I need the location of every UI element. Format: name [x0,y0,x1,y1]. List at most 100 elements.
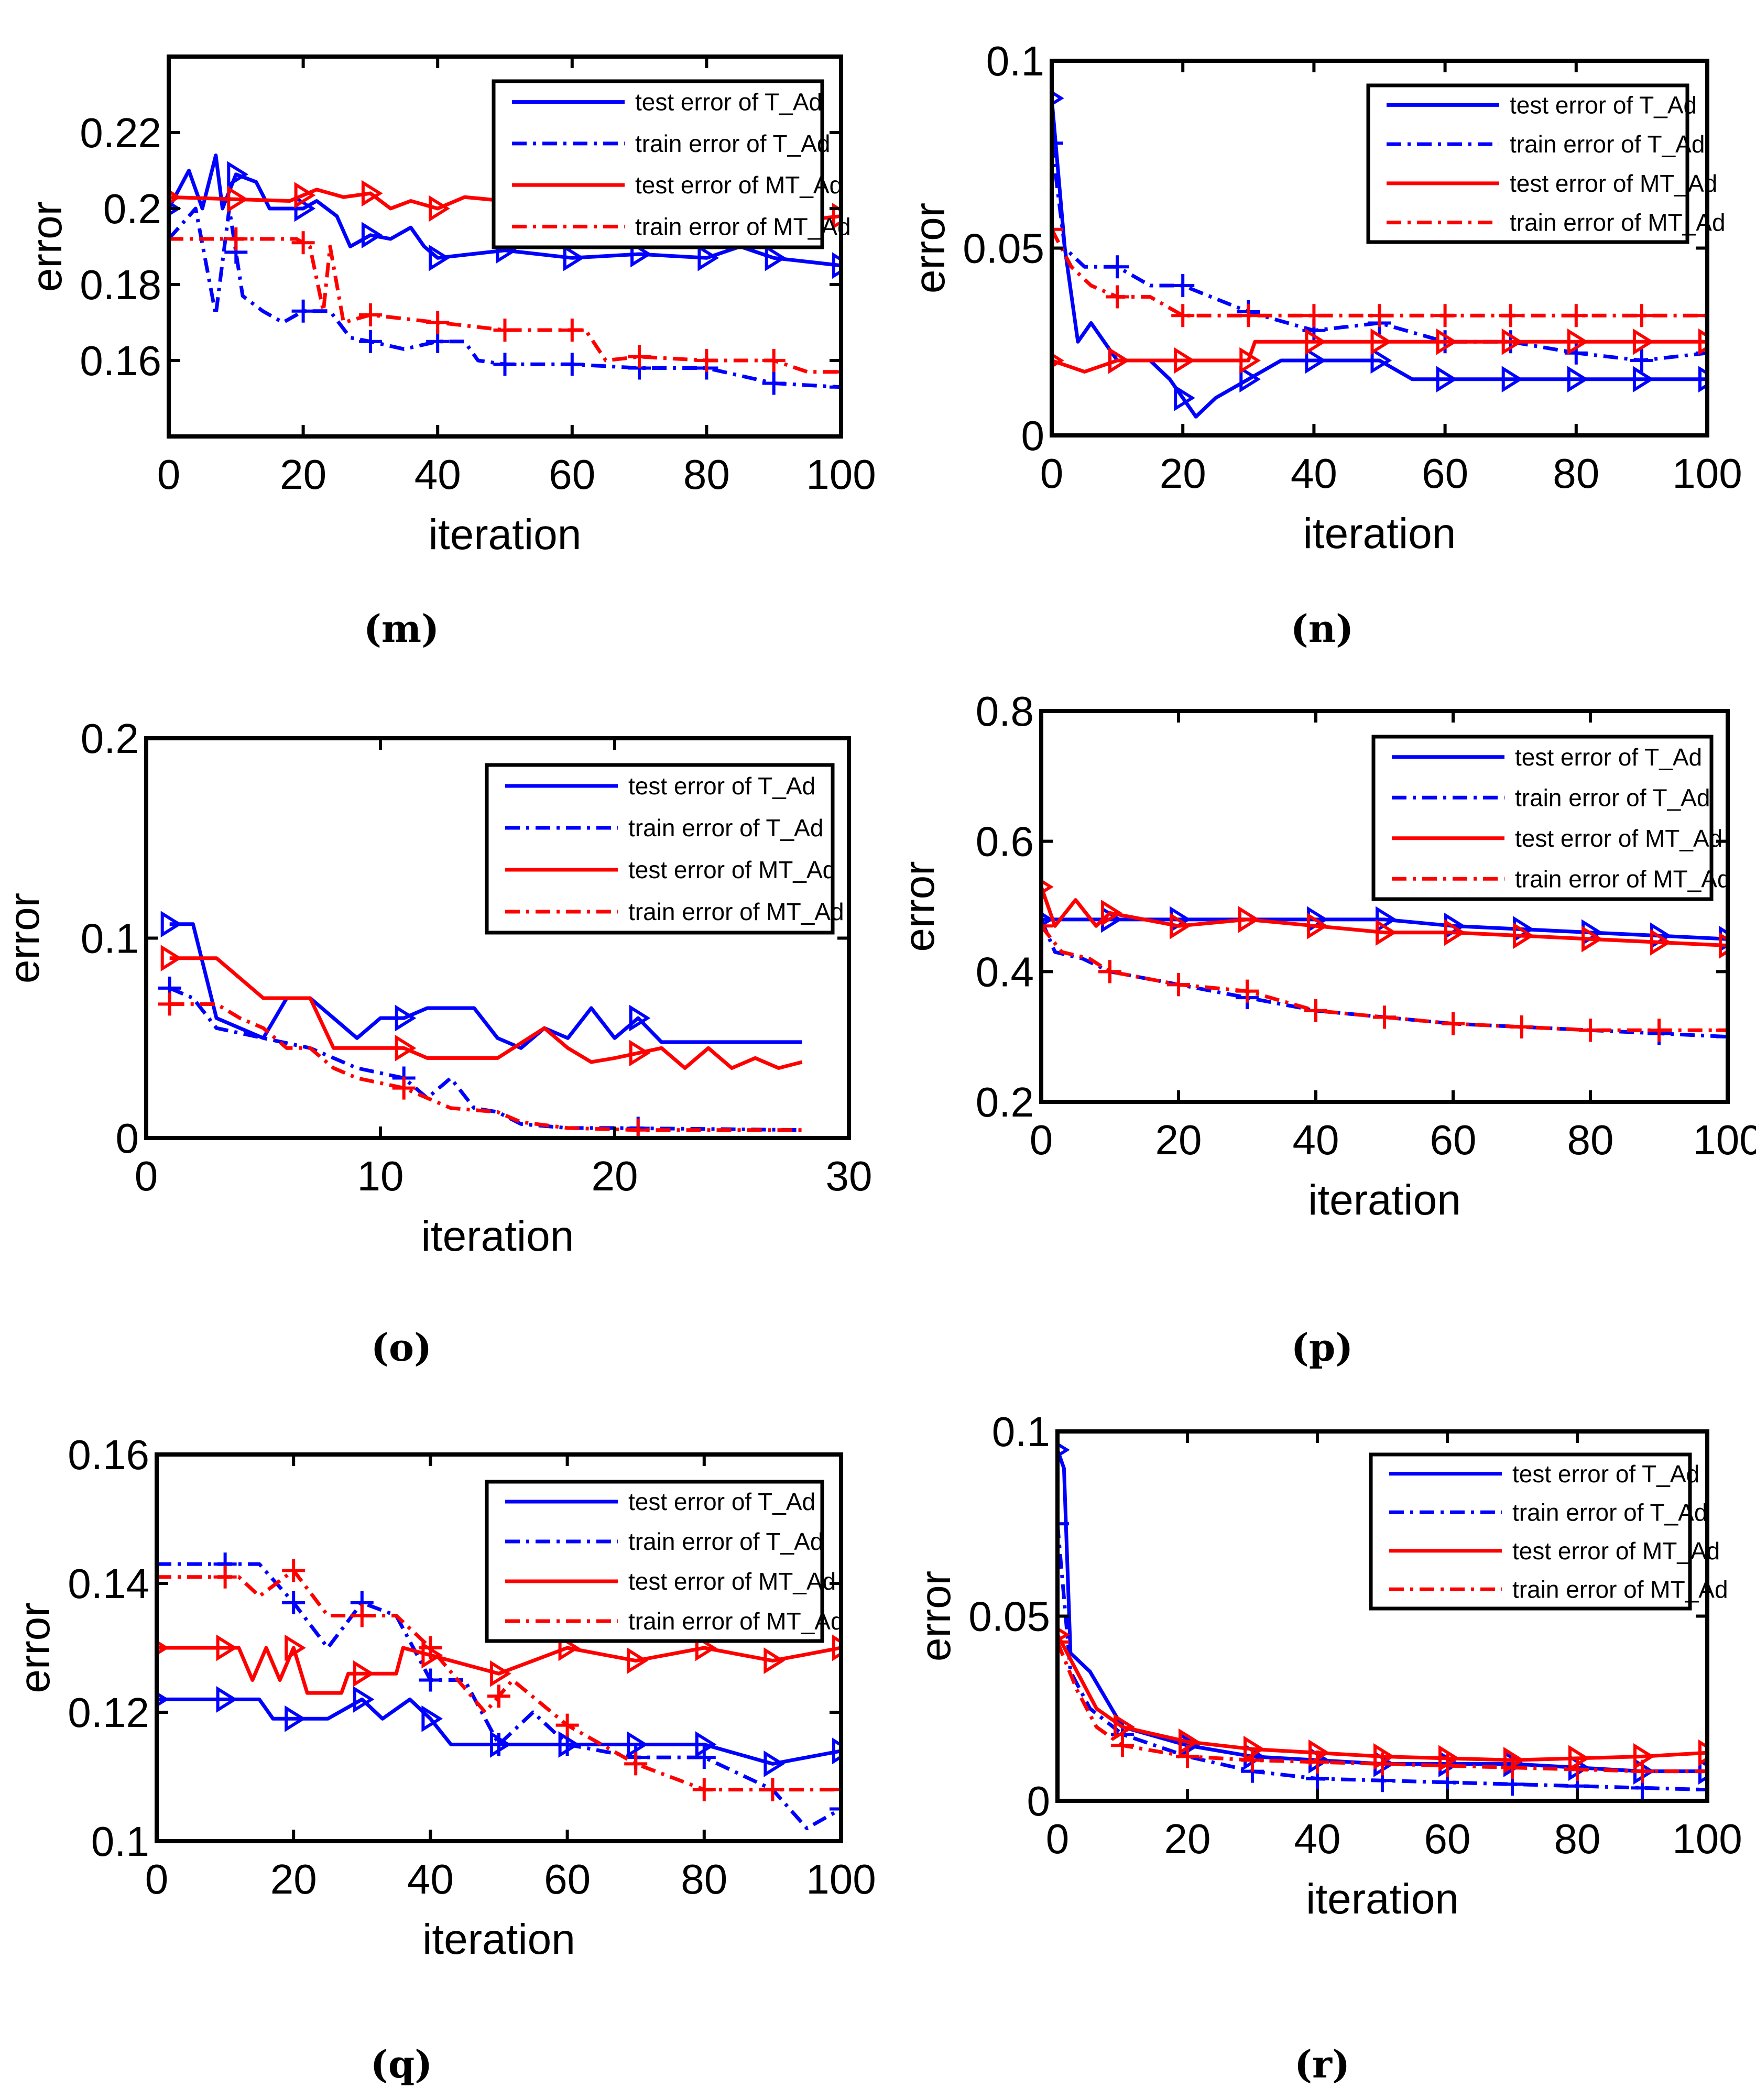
triangle-marker [1376,906,1397,933]
x-tick-label: 10 [357,1153,404,1199]
y-tick-label: 0.1 [992,1408,1050,1455]
series-line [169,956,803,1070]
x-tick-label: 20 [280,451,326,498]
subplot-caption: (r) [1294,2042,1350,2086]
subplot-caption: (m) [364,606,439,651]
plus-marker [1436,1754,1459,1778]
x-tick-label: 20 [1160,450,1206,497]
triangle-marker [285,1634,306,1661]
x-tick-label: 20 [270,1856,317,1902]
series-line [1052,98,1707,419]
x-tick-label: 60 [544,1856,591,1902]
plus-marker [1302,304,1326,327]
triangle-marker [1632,328,1654,355]
legend-label: train error of MT_Ad [628,1607,844,1635]
y-tick-label: 0.2 [81,715,139,762]
x-axis-label: iteration [1308,1176,1461,1224]
series-line [1057,1634,1707,1762]
triangle-marker [1114,1713,1135,1741]
triangle-marker [832,203,841,229]
plus-marker [1171,304,1195,327]
plus-marker [358,303,382,326]
triangle-marker [1174,385,1195,411]
legend-label: train error of MT_Ad [1512,1576,1728,1603]
plus-marker [1237,304,1260,327]
triangle-marker [1238,906,1260,933]
triangle-marker [216,1634,238,1661]
triangle-marker [1307,912,1328,939]
legend-label: train error of T_Ad [635,130,830,157]
plus-marker [1442,1012,1465,1035]
legend-box [1369,1452,1692,1611]
triangle-marker [1370,347,1392,374]
plus-marker [761,1778,784,1801]
triangle-marker [490,1660,511,1687]
plus-marker [419,1636,442,1659]
legend-label: test error of T_Ad [635,89,822,116]
plus-marker [282,1591,306,1614]
plus-marker [1167,973,1190,997]
triangle-marker [1239,347,1261,374]
plus-marker [1564,304,1588,327]
plus-marker [762,349,786,372]
y-tick-label: 0.16 [80,337,161,384]
triangle-marker [563,244,585,271]
legend-box [1366,83,1689,244]
x-tick-label: 100 [1672,1815,1742,1862]
triangle-marker [1108,347,1130,374]
y-axis-label: error [912,1571,959,1661]
triangle-marker [697,244,719,271]
series-line [157,1568,841,1792]
triangle-marker [1305,347,1327,374]
x-tick-label: 0 [1046,1815,1070,1862]
y-tick-label: 0 [116,1115,139,1162]
series-train-error-of-mt-ad [1041,914,1728,1042]
triangle-marker [1376,919,1397,946]
triangle-marker [353,1686,375,1713]
plus-marker [487,1733,510,1756]
series-test-error-of-mt-ad [160,945,803,1070]
y-tick-label: 0.1 [91,1818,149,1865]
plus-marker [1052,217,1063,241]
triangle-marker [160,911,182,938]
plus-marker [358,330,382,353]
series-line [169,1002,802,1132]
triangle-marker [764,1647,786,1675]
plus-marker [1371,1752,1394,1776]
subplot-n: 0 20 40 60 80 100 0 0.05 0.1 iteration error test e… [906,38,1742,651]
y-tick-label: 0.4 [976,948,1034,995]
legend-label: train error of MT_Ad [635,213,851,240]
plus-marker [628,345,651,368]
triangle-marker [627,1647,648,1675]
y-tick-label: 0.14 [68,1560,149,1607]
plus-marker [1176,1745,1199,1768]
x-tick-label: 40 [1291,450,1337,497]
plus-marker [1304,999,1327,1022]
series-test-error-of-t-ad [1052,90,1707,419]
triangle-marker [429,244,450,271]
plus-marker [282,1559,306,1582]
triangle-marker [1101,900,1122,926]
y-tick-label: 0.05 [968,1593,1050,1640]
legend-box [485,763,835,935]
x-tick-label: 40 [407,1856,454,1902]
x-tick-label: 0 [135,1153,158,1199]
plus-marker [1111,1734,1134,1757]
x-tick-label: 80 [683,451,730,498]
x-tick-label: 80 [1567,1117,1614,1163]
triangle-marker [361,180,383,207]
series-line [1052,143,1707,363]
x-tick-label: 80 [681,1856,727,1902]
y-tick-label: 0.8 [976,688,1034,735]
triangle-marker [395,1004,417,1032]
plus-marker [1368,304,1391,327]
plus-marker [213,1565,237,1589]
series-test-error-of-mt-ad [1052,328,1707,374]
legend-label: train error of T_Ad [1510,130,1705,158]
y-tick-label: 0 [1021,412,1045,459]
triangle-marker [765,244,787,271]
triangle-marker [1444,919,1466,946]
